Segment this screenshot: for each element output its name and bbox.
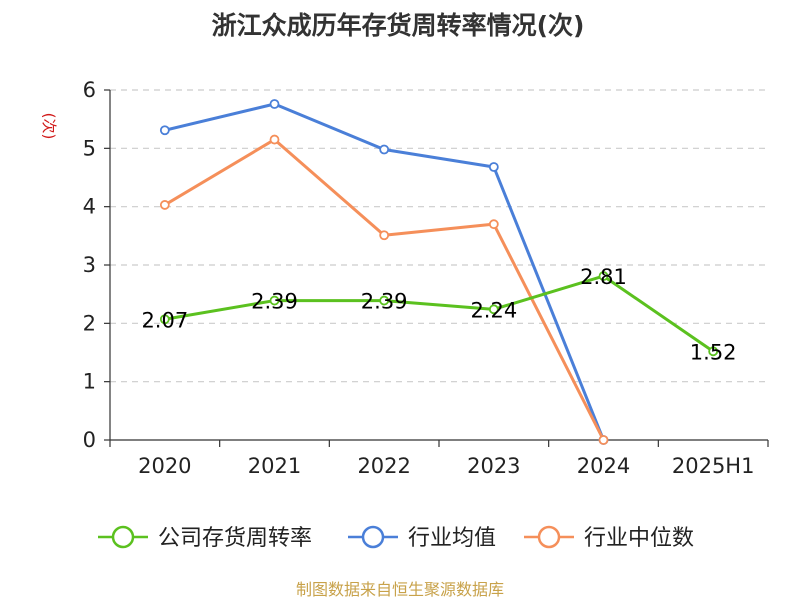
y-tick-label: 4: [83, 195, 96, 219]
x-tick-label: 2025H1: [672, 454, 755, 478]
data-label: 2.81: [580, 265, 627, 289]
data-point: [379, 144, 390, 155]
chart-title: 浙江众成历年存货周转率情况(次): [212, 11, 585, 40]
legend-swatch-marker: [111, 525, 135, 549]
x-tick-label: 2022: [357, 454, 410, 478]
data-point: [159, 125, 170, 136]
series-line: [164, 274, 715, 353]
y-tick-label: 6: [83, 78, 96, 102]
data-point: [488, 162, 499, 172]
x-tick-label: 2024: [577, 454, 630, 478]
grid-lines: [110, 89, 768, 383]
data-point: [598, 435, 609, 445]
y-tick-label: 0: [83, 428, 96, 452]
legend-label: 行业均值: [408, 526, 496, 551]
data-label: 1.52: [690, 340, 737, 364]
data-point: [379, 295, 390, 306]
y-tick-label: 1: [83, 370, 96, 394]
legend-label: 行业中位数: [584, 526, 694, 551]
y-tick-labels: 0 1 2 3 4 5 6: [83, 78, 96, 452]
y-tick-label: 5: [83, 136, 96, 160]
series-lines: [159, 99, 719, 445]
axes: [104, 89, 769, 447]
data-point: [488, 304, 499, 315]
data-point: [598, 271, 609, 281]
data-point: [488, 219, 499, 230]
data-label: 2.24: [470, 298, 517, 322]
y-tick-label: 2: [83, 311, 96, 335]
data-point: [379, 230, 390, 241]
data-point: [269, 295, 280, 306]
data-point: [708, 346, 719, 357]
data-label: 2.39: [361, 290, 408, 314]
data-point: [269, 134, 280, 145]
x-tick-label: 2020: [138, 454, 191, 478]
data-point: [269, 99, 280, 109]
legend-label: 公司存货周转率: [158, 526, 312, 551]
data-point: [159, 200, 170, 210]
y-axis-label: (次): [40, 113, 58, 140]
data-point: [159, 314, 170, 325]
y-tick-label: 3: [83, 253, 96, 277]
data-label: 2.39: [251, 290, 298, 314]
legend-swatch-marker: [361, 525, 385, 549]
source-note: 制图数据来自恒生聚源数据库: [296, 580, 504, 599]
x-tick-label: 2023: [467, 454, 520, 478]
data-label: 2.07: [141, 308, 188, 332]
legend: 公司存货周转率 行业均值 行业中位数: [98, 525, 694, 551]
x-tick-label: 2021: [248, 454, 301, 478]
data-labels: 2.07 2.39 2.39 2.24 2.81 1.52: [141, 265, 736, 364]
x-tick-labels: 2020 2021 2022 2023 2024 2025H1: [138, 454, 754, 478]
legend-swatch-marker: [537, 525, 561, 549]
